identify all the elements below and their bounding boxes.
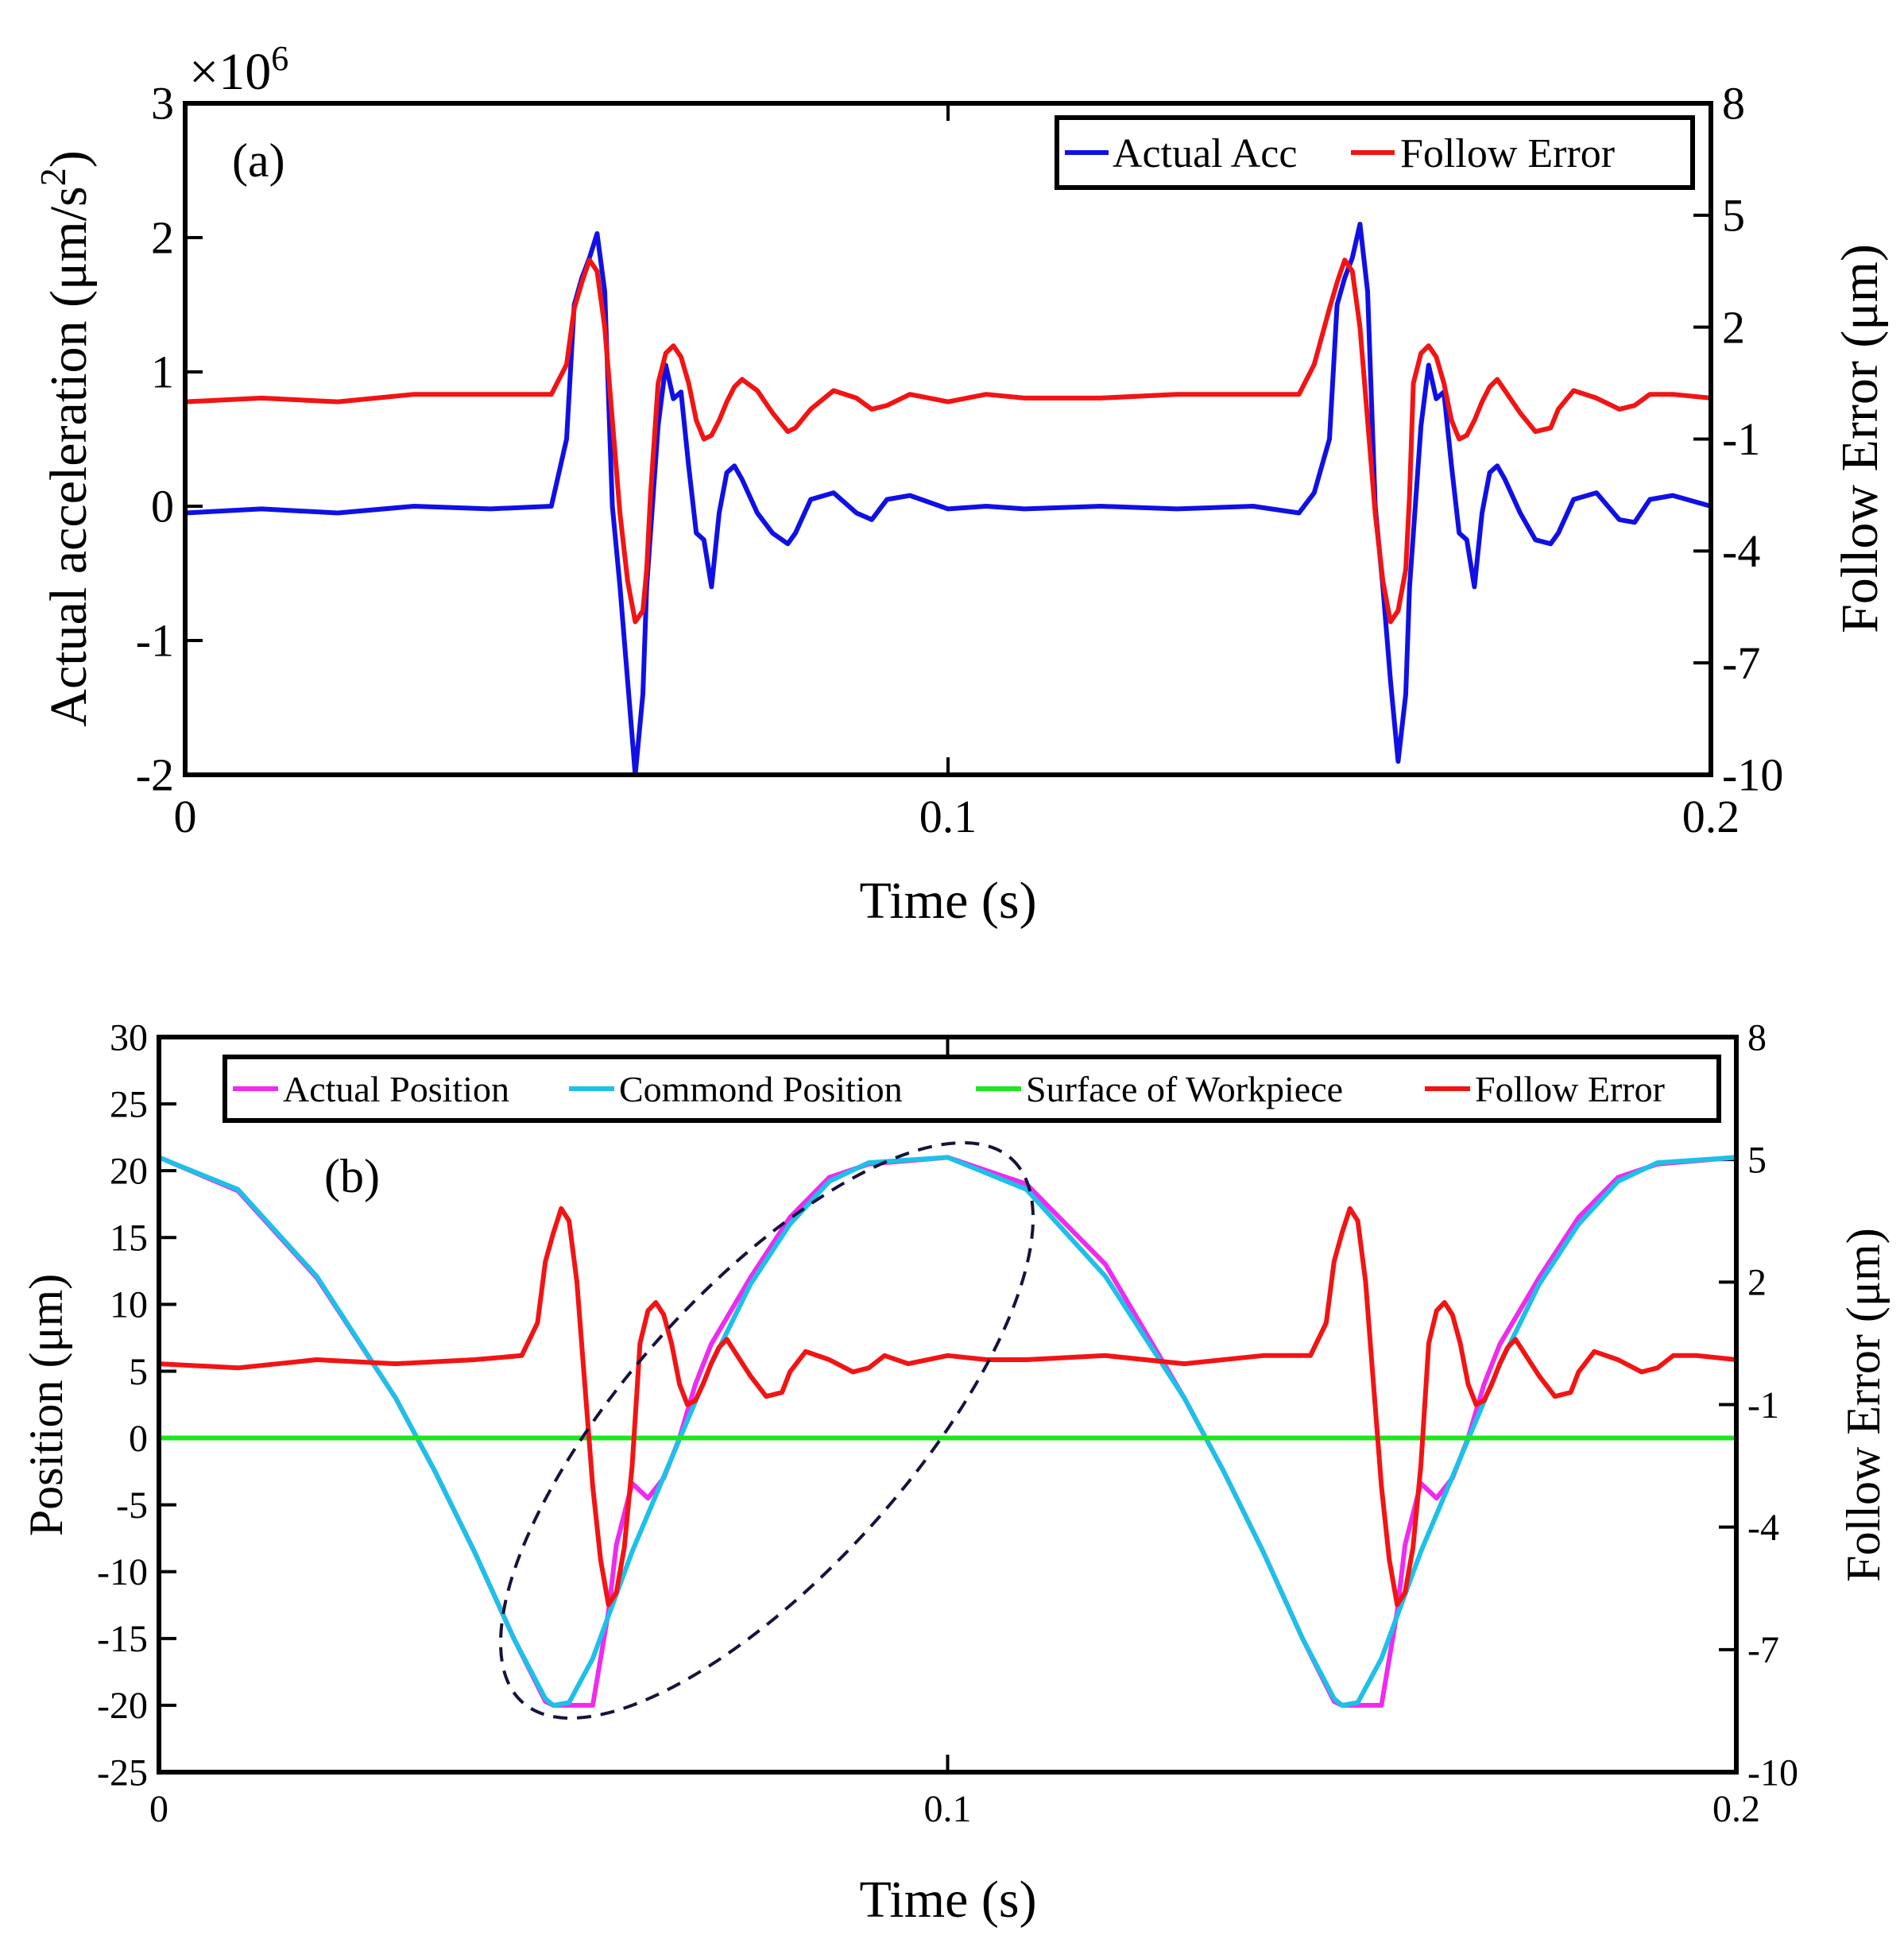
series-line-commond-position-b: [159, 1155, 1736, 1708]
y-tick-label: 3: [151, 78, 174, 130]
x-tick-label: 0: [149, 1788, 168, 1830]
x-tick-label: 0.2: [1682, 791, 1740, 842]
y-tick-label: 25: [110, 1083, 148, 1125]
x-axis-label-a: Time (s): [859, 872, 1036, 930]
x-tick-label: 0.2: [1712, 1788, 1760, 1830]
series-line-actual-acc-a: [185, 222, 1711, 775]
plot-frame-a: [183, 101, 1713, 777]
y-tick-label: 20: [110, 1151, 148, 1193]
y2-tick-label: -10: [1722, 749, 1783, 801]
legend-label-follow-error-a: Follow Error: [1400, 131, 1615, 176]
y-tick-label: 2: [151, 212, 174, 264]
y-tick-label: -5: [116, 1484, 148, 1527]
legend-b: Actual Position Commond Position Surface…: [223, 1055, 1721, 1123]
legend-a: Actual Acc Follow Error: [1055, 115, 1695, 190]
legend-label-actual-position: Actual Position: [283, 1069, 509, 1109]
a-series: [185, 222, 1711, 775]
y-tick-label: 0: [129, 1418, 148, 1460]
y-tick-label: -25: [97, 1751, 148, 1794]
panel-b: 0 0.1 0.2-25-20-15-10-5051015202530-10-7-4…: [20, 1016, 1890, 1929]
legend-label-commond-position: Commond Position: [619, 1069, 903, 1109]
y-tick-label: 15: [110, 1217, 148, 1260]
plot-frame-b: [157, 1035, 1739, 1775]
x-tick-label: 0.1: [924, 1788, 972, 1830]
y-tick-label: 10: [110, 1284, 148, 1326]
y2-tick-label: 8: [1722, 78, 1745, 130]
y-tick-label: -1: [136, 615, 174, 667]
y-tick-label: 30: [110, 1016, 148, 1059]
b-series: [159, 1155, 1736, 1708]
panel-label-a: (a): [232, 134, 285, 187]
y2-tick-label: 5: [1722, 190, 1745, 242]
y2-tick-label: 5: [1747, 1139, 1767, 1181]
y2-axis-label-b: Follow Error (μm): [1837, 1228, 1890, 1581]
legend-label-follow-error-b: Follow Error: [1475, 1069, 1665, 1109]
y-tick-label: -20: [97, 1685, 148, 1727]
multiplier-a: ×106: [189, 39, 288, 101]
y2-tick-label: 2: [1747, 1262, 1767, 1304]
legend-frame-b: [223, 1055, 1721, 1123]
y-axis-label-b: Position (μm): [20, 1274, 72, 1537]
y-tick-label: -2: [136, 749, 174, 801]
y2-tick-label: -4: [1722, 525, 1760, 577]
panel-label-b: (b): [324, 1150, 380, 1202]
plot-area-b: [159, 1037, 1736, 1772]
y2-tick-label: -10: [1747, 1751, 1798, 1794]
y-tick-label: 0: [151, 481, 174, 532]
legend-label-actual-acc: Actual Acc: [1113, 131, 1297, 176]
y-tick-label: 5: [129, 1351, 148, 1393]
y-tick-label: -10: [97, 1551, 148, 1593]
y-tick-label: 1: [151, 346, 174, 398]
y2-tick-label: -4: [1747, 1507, 1779, 1549]
series-line-follow-error-b: [159, 1206, 1736, 1608]
x-axis-label-b: Time (s): [859, 1871, 1036, 1929]
legend-label-surface-of-workpiece: Surface of Workpiece: [1026, 1069, 1343, 1109]
y2-axis-label-a: Follow Error (μm): [1831, 244, 1889, 633]
plot-area-a: [185, 103, 1711, 775]
y2-tick-label: -7: [1722, 637, 1760, 689]
b-ticks: 0 0.1 0.2-25-20-15-10-5051015202530-10-7-4…: [97, 1016, 1798, 1830]
y2-tick-label: -1: [1722, 413, 1760, 465]
y2-tick-label: 2: [1722, 301, 1745, 353]
x-tick-label: 0.1: [919, 791, 977, 842]
y2-tick-label: -7: [1747, 1629, 1779, 1671]
series-line-follow-error-a: [185, 257, 1711, 625]
highlight-ellipse: [498, 1140, 1035, 1720]
y-tick-label: -15: [97, 1618, 148, 1660]
x-tick-label: 0: [174, 791, 197, 842]
y-axis-label-a: Actual acceleration (μm/s2): [33, 150, 98, 726]
y2-tick-label: -1: [1747, 1384, 1779, 1426]
y2-tick-label: 8: [1747, 1016, 1767, 1059]
